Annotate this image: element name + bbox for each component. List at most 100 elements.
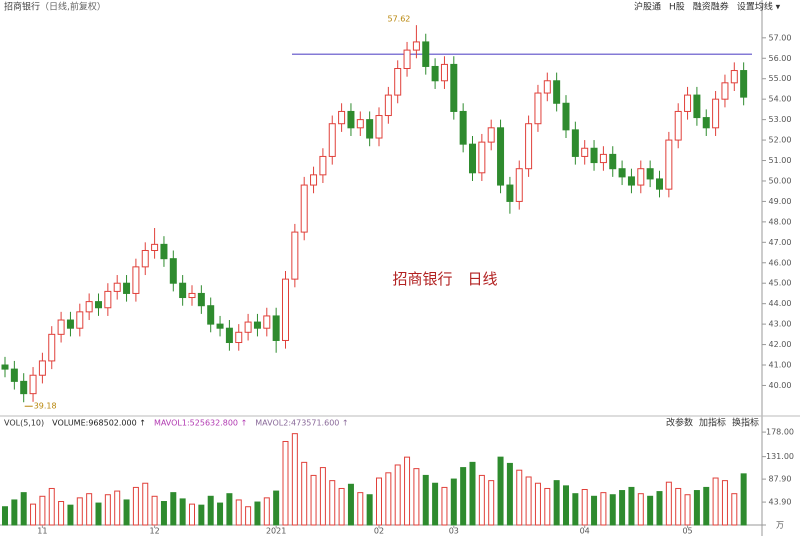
candle-body bbox=[104, 290, 112, 309]
volume-bar bbox=[217, 502, 224, 526]
volume-bar bbox=[273, 490, 280, 526]
candle-body bbox=[123, 282, 131, 294]
volume-bar bbox=[254, 501, 261, 526]
candle-body bbox=[543, 80, 551, 94]
candle-body bbox=[581, 147, 589, 157]
volume-bar bbox=[563, 485, 569, 526]
volume-bar bbox=[76, 497, 83, 526]
volume-bar bbox=[450, 478, 457, 526]
x-tick-label: 02 bbox=[374, 527, 384, 536]
candle-body bbox=[282, 278, 289, 341]
candle-body bbox=[599, 153, 607, 164]
toolbar-item[interactable]: 设置均线 ▾ bbox=[737, 1, 781, 13]
volume-bar bbox=[572, 493, 579, 526]
y-tick-label: 56.00 bbox=[769, 54, 792, 63]
y-tick-label: 54.00 bbox=[769, 95, 792, 104]
volume-bar bbox=[460, 467, 467, 526]
toolbar-item[interactable]: 沪股通 bbox=[634, 1, 661, 13]
volume-bar bbox=[553, 480, 560, 526]
candle-body bbox=[375, 115, 383, 139]
toolbar-item[interactable]: 融资融券 bbox=[693, 1, 729, 13]
candle-body bbox=[431, 65, 439, 82]
candle-body bbox=[85, 301, 93, 313]
volume-bar bbox=[319, 467, 326, 526]
candle-body bbox=[319, 155, 327, 176]
candle-body bbox=[469, 143, 476, 174]
candle-body bbox=[525, 123, 533, 170]
volume-bar bbox=[179, 498, 186, 526]
toolbar-item[interactable]: H股 bbox=[669, 2, 685, 13]
candle-body bbox=[207, 305, 215, 325]
candle-body bbox=[291, 231, 299, 280]
candle-body bbox=[347, 110, 355, 129]
volume-bar bbox=[703, 486, 710, 526]
volume-bar bbox=[142, 482, 149, 526]
candle-body bbox=[29, 374, 37, 395]
candle-body bbox=[95, 301, 102, 309]
volume-bar bbox=[114, 490, 121, 526]
volume-bar bbox=[581, 489, 588, 526]
candle-body bbox=[169, 258, 177, 284]
candle-body bbox=[412, 41, 420, 51]
y-tick-label: 45.00 bbox=[769, 279, 792, 288]
volume-label: MAVOL2:473571.600 ↑ bbox=[255, 419, 348, 428]
candle-body bbox=[151, 243, 159, 251]
annotation: 招商银行 日线 bbox=[392, 270, 497, 288]
candle-body bbox=[179, 282, 187, 299]
volume-bar bbox=[675, 487, 682, 526]
volume-bar bbox=[525, 476, 532, 526]
candle-body bbox=[646, 168, 654, 180]
candle-body bbox=[253, 321, 261, 329]
volume-bar bbox=[338, 487, 345, 526]
candle-body bbox=[712, 98, 720, 129]
volume-bar bbox=[534, 482, 541, 526]
low-label: 39.18 bbox=[34, 402, 57, 411]
volume-bar bbox=[591, 495, 598, 526]
volume-bar bbox=[506, 462, 513, 526]
volume-bar bbox=[366, 494, 373, 526]
candle-body bbox=[693, 94, 701, 119]
candle-body bbox=[422, 41, 430, 67]
y-tick-label: 47.00 bbox=[769, 238, 792, 247]
volume-bar bbox=[684, 494, 691, 526]
volume-label: MAVOL1:525632.800 ↑ bbox=[154, 419, 247, 428]
volume-bar bbox=[647, 495, 654, 526]
candle-body bbox=[562, 102, 570, 131]
candle-body bbox=[132, 266, 140, 294]
indicator-button[interactable]: 改参数 bbox=[666, 417, 693, 429]
volume-bar bbox=[329, 480, 336, 526]
volume-bar bbox=[637, 493, 644, 526]
volume-bar bbox=[488, 480, 495, 526]
volume-bar bbox=[712, 477, 719, 526]
volume-tick-label: 87.90 bbox=[769, 475, 792, 484]
volume-label: VOL(5,10) bbox=[4, 419, 44, 428]
volume-tick-label: 43.90 bbox=[769, 498, 792, 507]
indicator-button[interactable]: 加指标 bbox=[699, 417, 726, 429]
volume-bar bbox=[422, 474, 429, 526]
volume-bar bbox=[301, 461, 308, 526]
candle-body bbox=[338, 110, 346, 125]
x-tick-label: 04 bbox=[580, 527, 590, 536]
candle-body bbox=[730, 70, 738, 84]
y-tick-label: 57.00 bbox=[769, 33, 792, 42]
volume-tick-label: 178.00 bbox=[766, 428, 794, 437]
candle-body bbox=[366, 119, 374, 139]
volume-bar bbox=[665, 481, 672, 526]
volume-bar bbox=[609, 494, 616, 526]
candle-body bbox=[515, 168, 523, 202]
volume-bar bbox=[347, 483, 354, 526]
volume-bar bbox=[30, 503, 37, 526]
volume-bar bbox=[226, 493, 233, 526]
y-tick-label: 50.00 bbox=[769, 176, 792, 185]
y-tick-label: 48.00 bbox=[769, 217, 792, 226]
volume-bar bbox=[385, 472, 392, 526]
candle-body bbox=[188, 292, 196, 299]
candle-body bbox=[740, 70, 748, 98]
candle-body bbox=[403, 49, 411, 70]
volume-bar bbox=[376, 477, 382, 526]
high-label: 57.62 bbox=[387, 15, 410, 24]
volume-bar bbox=[2, 506, 8, 526]
volume-label: VOLUME:968502.000 ↑ bbox=[52, 419, 146, 428]
indicator-button[interactable]: 换指标 bbox=[732, 417, 759, 429]
